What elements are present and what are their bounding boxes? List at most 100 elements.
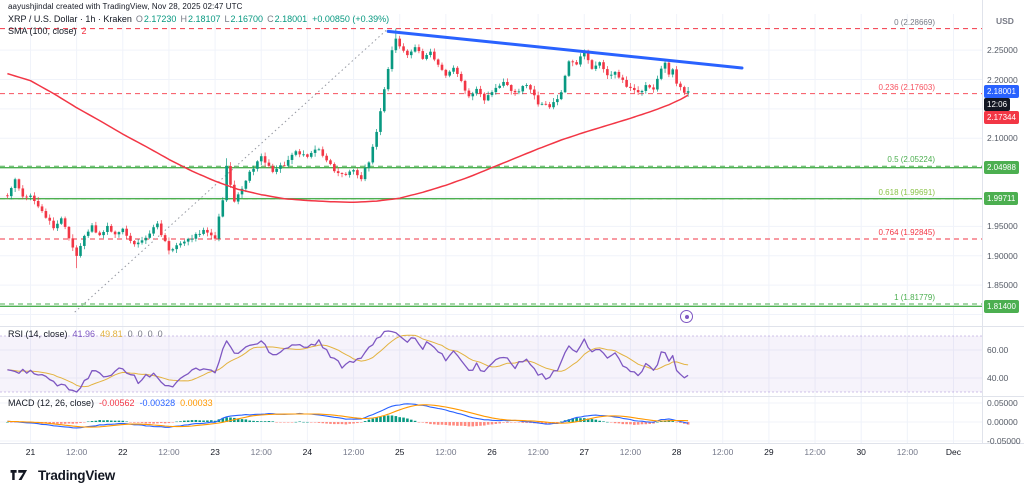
- candle-body: [113, 231, 117, 235]
- candle-body: [394, 38, 398, 51]
- macd-histogram-bar: [344, 422, 348, 425]
- symbol-legend[interactable]: XRP / U.S. Dollar · 1h · Kraken O2.17230 H…: [8, 14, 389, 24]
- macd-histogram-bar: [171, 422, 175, 423]
- ohlc-key: H: [180, 14, 187, 24]
- candle-body: [567, 61, 571, 76]
- candle-body: [306, 154, 309, 157]
- candle-body: [348, 171, 352, 175]
- candle-body: [602, 62, 605, 70]
- candle-body: [171, 249, 175, 251]
- macd-histogram-bar: [248, 420, 252, 422]
- candle-body: [648, 85, 651, 88]
- candle-body: [229, 166, 232, 185]
- macd-legend[interactable]: MACD (12, 26, close) -0.00562 -0.00328 0.00…: [8, 398, 213, 408]
- macd-histogram-bar: [71, 422, 75, 424]
- macd-histogram-bar: [156, 422, 159, 424]
- candle-body: [148, 233, 152, 238]
- candle-body: [594, 65, 598, 69]
- candle-body: [682, 87, 686, 93]
- macd-histogram-bar: [671, 421, 675, 422]
- macd-histogram-bar: [675, 422, 678, 423]
- sma-value: 2: [81, 26, 87, 36]
- candle-body: [582, 50, 586, 57]
- attribution-text: aayushjindal created with TradingView, N…: [8, 2, 243, 11]
- candle-body: [352, 170, 355, 172]
- macd-histogram-bar: [125, 421, 128, 423]
- indicator-value: 0: [147, 329, 153, 339]
- macd-histogram-bar: [102, 420, 105, 422]
- candle-body: [298, 151, 302, 155]
- candle-body: [444, 69, 448, 76]
- candle-body: [248, 171, 252, 181]
- macd-histogram-bar: [632, 422, 636, 425]
- macd-histogram-bar: [636, 422, 640, 425]
- macd-histogram-bar: [263, 421, 267, 422]
- candle-body: [133, 240, 136, 245]
- candle-body: [140, 240, 144, 243]
- candle-body: [136, 242, 140, 245]
- macd-histogram-bar: [302, 421, 305, 423]
- sma-legend[interactable]: SMA (100, close) 2: [8, 26, 87, 36]
- candle-body: [321, 149, 325, 156]
- indicator-value: 41.96: [72, 329, 96, 339]
- macd-histogram-bar: [67, 422, 71, 424]
- macd-histogram-bar: [348, 422, 352, 424]
- candle-body: [90, 225, 94, 232]
- macd-histogram-bar: [240, 419, 244, 422]
- candle-body: [67, 226, 71, 239]
- rsi-values: 41.96 49.81 0 0 0 0: [68, 329, 163, 339]
- candle-body: [459, 73, 463, 81]
- ohlc-value: 2.16700: [230, 14, 264, 24]
- macd-histogram-bar: [313, 422, 317, 423]
- drawing-anchor-icon: [680, 310, 693, 323]
- candle-body: [340, 173, 344, 174]
- macd-histogram-bar: [356, 422, 359, 424]
- candle-body: [336, 171, 340, 174]
- candle-body: [333, 164, 336, 172]
- macd-histogram-bar: [213, 420, 217, 422]
- candle-body: [48, 217, 52, 221]
- candle-body: [544, 103, 548, 105]
- macd-histogram-bar: [333, 422, 336, 425]
- macd-histogram-bar: [490, 422, 494, 425]
- candle-body: [686, 91, 690, 93]
- candle-body: [629, 86, 632, 88]
- ohlc-key: O: [135, 14, 143, 24]
- rsi-legend[interactable]: RSI (14, close) 41.96 49.81 0 0 0 0: [8, 329, 163, 339]
- ohlc-value: 2.18107: [187, 14, 221, 24]
- candle-body: [421, 51, 425, 59]
- candle-body: [563, 75, 567, 93]
- candle-body: [490, 92, 494, 96]
- macd-histogram-bar: [148, 422, 152, 424]
- macd-histogram-bar: [129, 422, 132, 423]
- candle-body: [640, 90, 644, 93]
- macd-line: [7, 403, 689, 429]
- indicator-value: 0: [127, 329, 133, 339]
- ohlc-value: 2.17230: [143, 14, 177, 24]
- macd-histogram-bar: [225, 417, 228, 422]
- macd-histogram-bar: [479, 422, 482, 426]
- macd-histogram-bar: [448, 422, 451, 426]
- macd-histogram-bar: [163, 422, 167, 424]
- main-chart-canvas[interactable]: [0, 0, 1024, 460]
- candle-body: [267, 162, 271, 166]
- tradingview-branding[interactable]: TradingView: [10, 466, 115, 484]
- candle-body: [21, 188, 25, 197]
- macd-histogram-bar: [467, 422, 471, 427]
- candle-body: [44, 211, 48, 218]
- macd-histogram-bar: [329, 422, 332, 424]
- macd-histogram-bar: [267, 421, 271, 422]
- macd-histogram-bar: [444, 422, 448, 426]
- candle-body: [259, 156, 263, 162]
- macd-histogram-bar: [209, 420, 213, 422]
- macd-histogram-bar: [140, 422, 144, 423]
- macd-histogram-bar: [244, 419, 248, 422]
- candle-body: [202, 229, 205, 234]
- candle-body: [13, 179, 17, 189]
- candle-body: [486, 95, 490, 101]
- candle-body: [225, 166, 228, 201]
- macd-histogram-bar: [183, 420, 186, 422]
- candle-body: [6, 195, 9, 197]
- macd-histogram-bar: [429, 422, 432, 425]
- macd-histogram-bar: [590, 419, 594, 422]
